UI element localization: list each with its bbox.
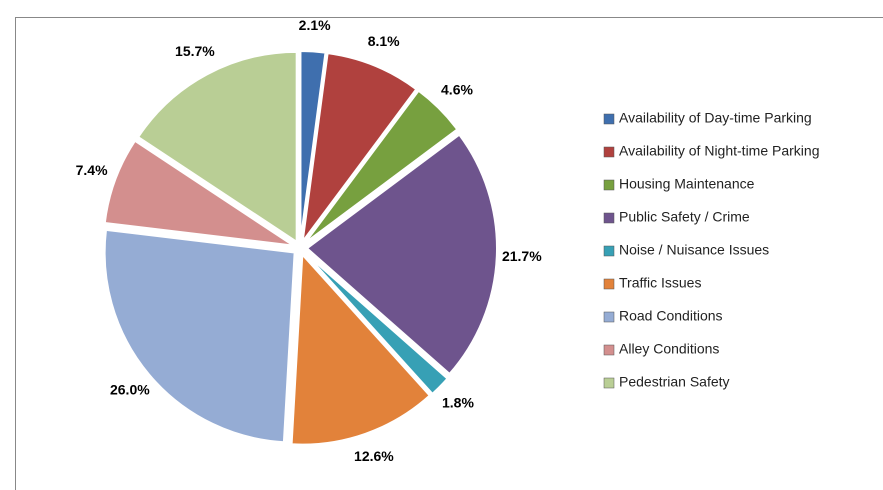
data-label: 2.1% [299, 17, 331, 33]
pie-slice [299, 50, 327, 242]
legend-swatch [603, 212, 615, 224]
data-label: 4.6% [441, 82, 473, 98]
data-label: 7.4% [76, 162, 108, 178]
data-label: 12.6% [354, 448, 394, 464]
pie-slice [305, 133, 498, 376]
legend-label: Public Safety / Crime [619, 209, 750, 225]
pie-slice [103, 228, 296, 444]
legend-label: Availability of Night-time Parking [619, 143, 820, 159]
pie-slice [103, 139, 294, 247]
legend-label: Road Conditions [619, 308, 723, 324]
chart-frame [15, 17, 883, 490]
legend-swatch [603, 245, 615, 257]
legend-swatch [603, 344, 615, 356]
data-label: 26.0% [110, 381, 150, 397]
legend-swatch [603, 377, 615, 389]
data-label: 15.7% [175, 43, 215, 59]
pie-slice [301, 52, 418, 246]
legend-label: Pedestrian Safety [619, 374, 730, 390]
legend-swatch [603, 113, 615, 125]
data-label: 21.7% [502, 248, 542, 264]
data-label: 1.8% [442, 395, 474, 411]
data-label: 8.1% [368, 33, 400, 49]
legend-label: Availability of Day-time Parking [619, 110, 812, 126]
legend-label: Traffic Issues [619, 275, 701, 291]
legend-label: Housing Maintenance [619, 176, 755, 192]
legend-label: Alley Conditions [619, 341, 719, 357]
legend-swatch [603, 146, 615, 158]
legend-swatch [603, 311, 615, 323]
pie-slice [304, 252, 449, 396]
pie-slice [304, 89, 459, 244]
legend-swatch [603, 179, 615, 191]
legend-swatch [603, 278, 615, 290]
pie-slice [290, 252, 432, 446]
pie-slice [136, 50, 298, 244]
legend-label: Noise / Nuisance Issues [619, 242, 769, 258]
